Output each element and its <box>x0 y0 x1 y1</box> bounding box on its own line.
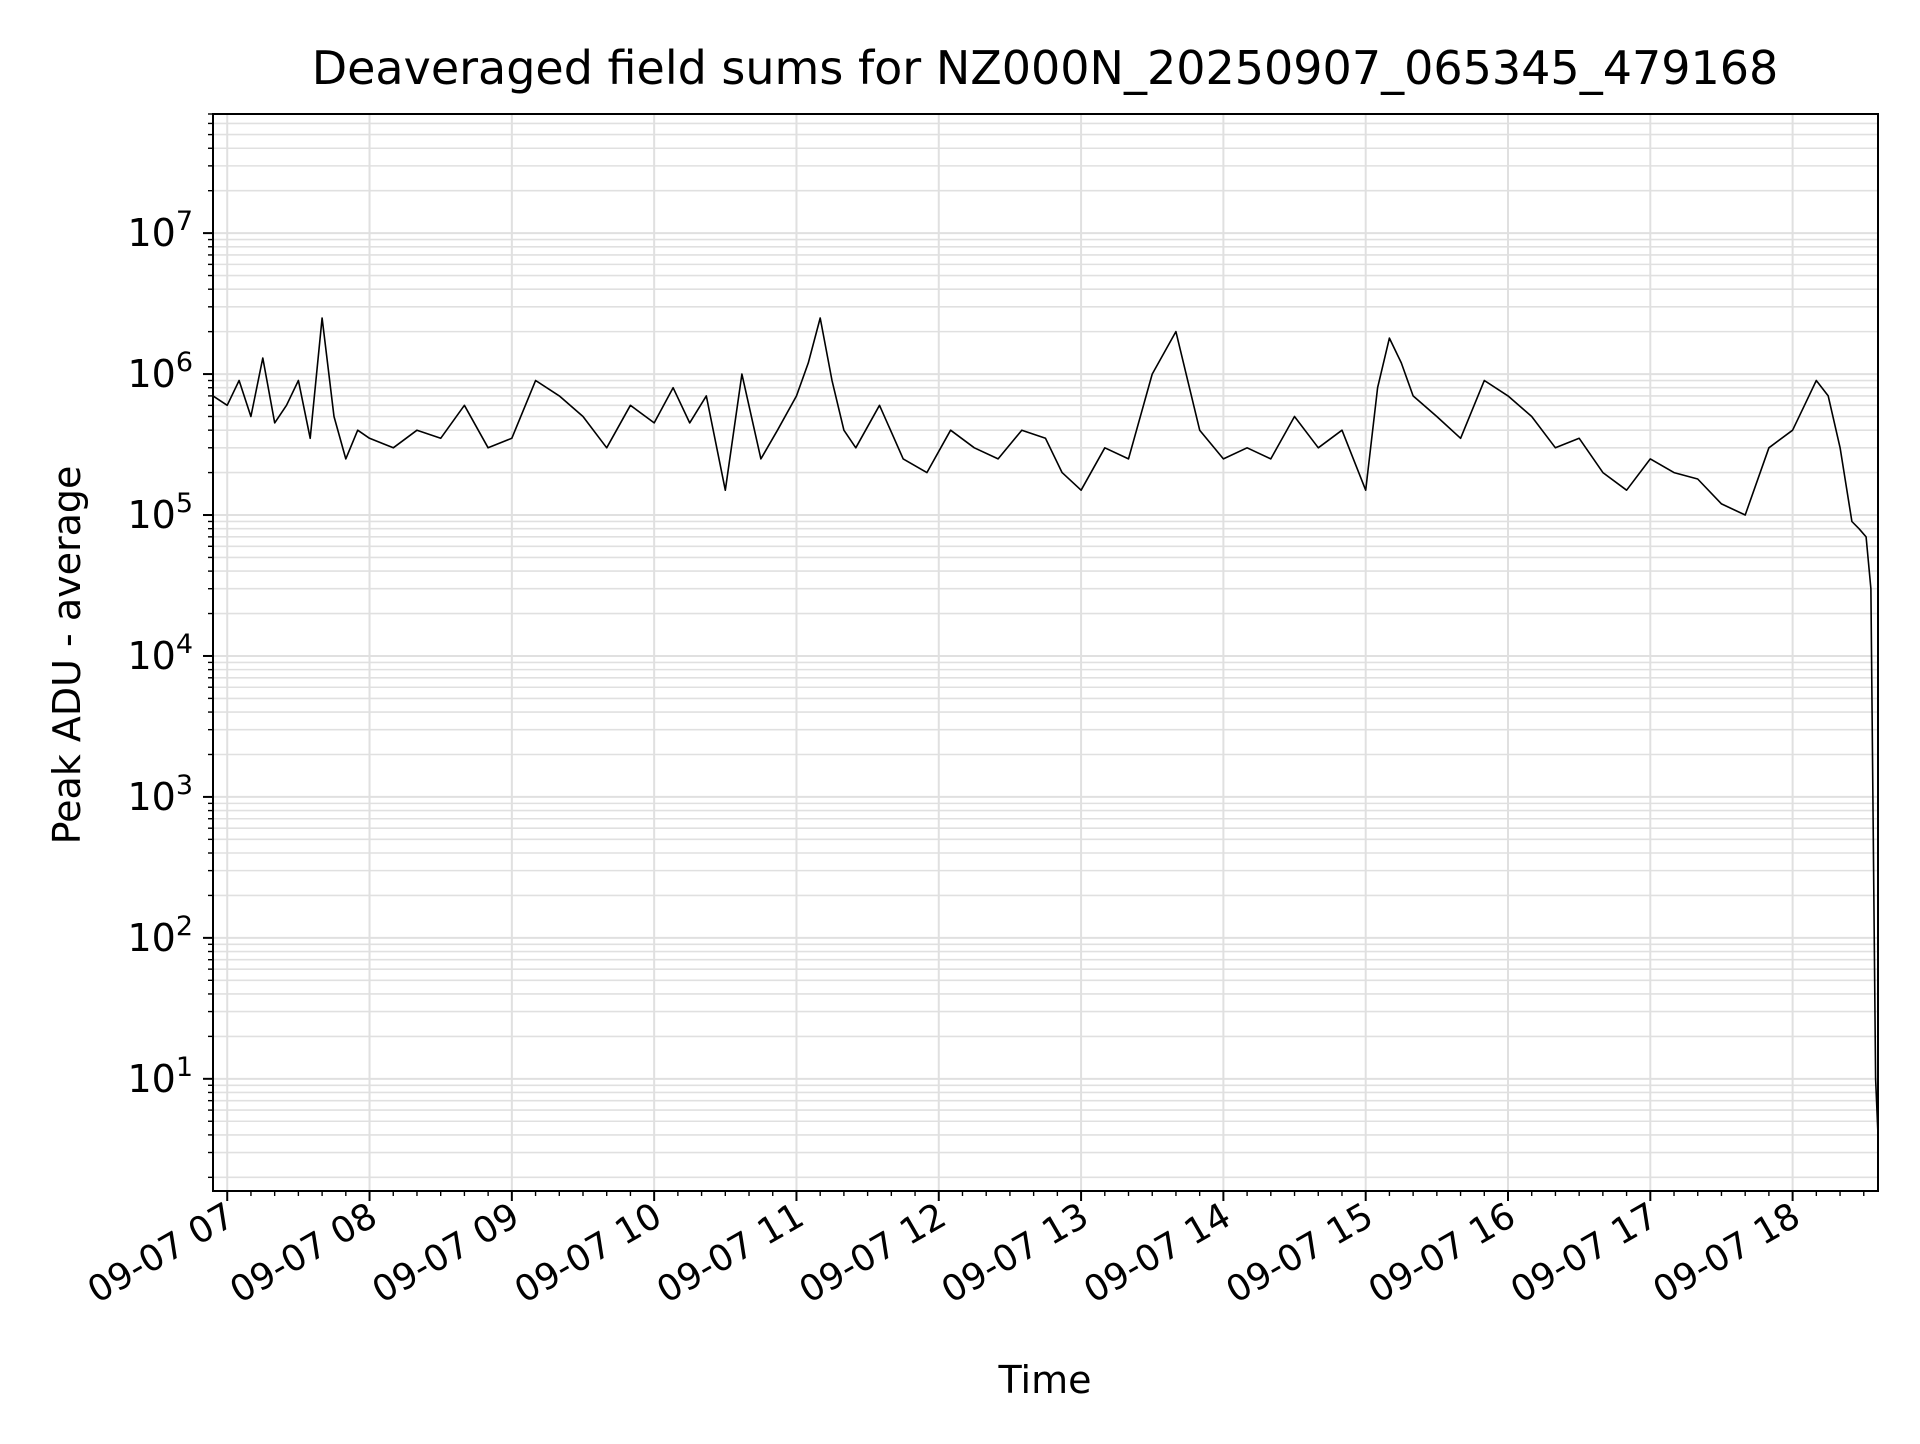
y-tick-label: 101 <box>127 1052 193 1101</box>
x-tick-label: 09-07 15 <box>1220 1195 1381 1311</box>
x-tick-label: 09-07 17 <box>1504 1195 1665 1311</box>
x-tick-label: 09-07 11 <box>650 1195 811 1311</box>
grid-lines <box>213 113 1878 1191</box>
x-tick-label: 09-07 13 <box>935 1195 1096 1311</box>
y-tick-label: 107 <box>127 206 193 255</box>
x-tick-label: 09-07 08 <box>223 1195 384 1311</box>
y-tick-label: 105 <box>127 488 193 537</box>
y-tick-label: 102 <box>127 911 193 960</box>
chart-title: Deaveraged field sums for NZ000N_2025090… <box>312 41 1779 95</box>
x-tick-label: 09-07 10 <box>508 1195 669 1311</box>
y-tick-label: 104 <box>127 629 193 678</box>
x-tick-label: 09-07 12 <box>793 1195 954 1311</box>
x-tick-label: 09-07 14 <box>1077 1195 1238 1311</box>
x-tick-label: 09-07 16 <box>1362 1195 1523 1311</box>
y-axis-label: Peak ADU - average <box>45 466 89 845</box>
y-tick-label: 103 <box>127 770 193 819</box>
x-tick-label: 09-07 07 <box>81 1195 242 1311</box>
x-tick-label: 09-07 09 <box>366 1195 527 1311</box>
series-group <box>212 317 1879 1135</box>
x-axis-label: Time <box>998 1358 1092 1402</box>
plot-frame <box>212 113 1879 1192</box>
x-tick-label: 09-07 18 <box>1646 1195 1807 1311</box>
y-tick-label: 106 <box>127 347 193 396</box>
series-line <box>212 317 1879 1135</box>
